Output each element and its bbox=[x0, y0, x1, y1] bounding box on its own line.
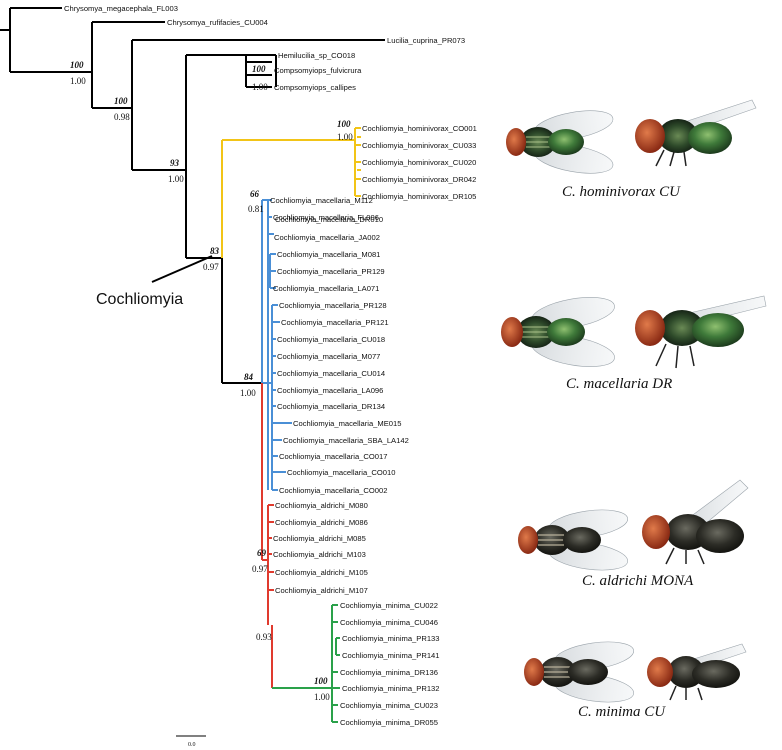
tip-label: Cochliomyia_macellaria_PR121 bbox=[281, 318, 389, 327]
bootstrap-value: 84 bbox=[244, 372, 254, 382]
outgroup-branches bbox=[0, 7, 385, 259]
scale-bar: 0.0 bbox=[176, 735, 206, 748]
tip-label: Cochliomyia_macellaria_CU018 bbox=[277, 335, 385, 344]
fly-photo-hominivorax-lateral bbox=[635, 99, 757, 167]
tip-label: Cochliomyia_macellaria_FL006 bbox=[273, 213, 379, 222]
tip-label: Cochliomyia_minima_PR132 bbox=[342, 684, 440, 693]
tip-label: Cochliomyia_minima_DR136 bbox=[340, 668, 438, 677]
tip-label: Cochliomyia_aldrichi_M103 bbox=[273, 550, 366, 559]
tip-label: Compsomyiops_callipes bbox=[274, 83, 356, 92]
tip-label: Cochliomyia_macellaria_DR010 bbox=[275, 215, 383, 224]
fly-photo-aldrichi-dorsal bbox=[518, 509, 628, 571]
hominivorax-branches bbox=[354, 127, 361, 171]
photo-caption-minima: C. minima CU bbox=[578, 704, 666, 720]
fly-photo-macellaria-dorsal bbox=[501, 297, 615, 367]
tip-label: Cochliomyia_macellaria_JA002 bbox=[274, 233, 380, 242]
tip-label: Cochliomyia_minima_DR055 bbox=[340, 718, 438, 727]
posterior-value: 0.97 bbox=[252, 564, 268, 574]
tip-label: Cochliomyia_macellaria_LA096 bbox=[277, 386, 383, 395]
tip-label: Cochliomyia_macellaria_ME015 bbox=[293, 419, 401, 428]
outgroup-tip-labels: Chrysomya_megacephala_FL003 Chrysomya_ru… bbox=[64, 4, 465, 92]
tip-label: Cochliomyia_macellaria_M112 bbox=[270, 196, 373, 205]
tip-label: Cochliomyia_macellaria_PR129 bbox=[277, 267, 385, 276]
hominivorax-branches-lower bbox=[354, 170, 361, 197]
posterior-value: 1.00 bbox=[252, 82, 268, 92]
photo-caption-macellaria: C. macellaria DR bbox=[566, 376, 672, 392]
tip-label: Hemilucilia_sp_CO018 bbox=[278, 51, 355, 60]
bootstrap-value: 100 bbox=[337, 119, 351, 129]
tip-label: Cochliomyia_aldrichi_M105 bbox=[275, 568, 368, 577]
posterior-value: 0.97 bbox=[203, 262, 219, 272]
tip-label: Cochliomyia_macellaria_CU014 bbox=[277, 369, 385, 378]
tip-label: Cochliomyia_minima_PR141 bbox=[342, 651, 440, 660]
tip-label: Cochliomyia_macellaria_SBA_LA142 bbox=[283, 436, 409, 445]
minima-tip-labels: Cochliomyia_minima_CU022 Cochliomyia_min… bbox=[340, 601, 440, 727]
posterior-value: 1.00 bbox=[314, 692, 330, 702]
bootstrap-value: 100 bbox=[252, 64, 266, 74]
tip-label: Compsomyiops_fulvicrura bbox=[274, 66, 362, 75]
posterior-value: 0.93 bbox=[256, 632, 272, 642]
bootstrap-value: 93 bbox=[170, 158, 180, 168]
fly-photo-macellaria-lateral bbox=[635, 295, 767, 369]
tip-label: Cochliomyia_macellaria_M081 bbox=[277, 250, 380, 259]
posterior-value: 1.00 bbox=[70, 76, 86, 86]
posterior-value: 1.00 bbox=[168, 174, 184, 184]
minima-branches bbox=[271, 604, 340, 723]
tip-label: Cochliomyia_macellaria_DR134 bbox=[277, 402, 385, 411]
tip-label: Cochliomyia_hominivorax_CU020 bbox=[362, 158, 476, 167]
bootstrap-value: 100 bbox=[70, 60, 84, 70]
clade-label-cochliomyia: Cochliomyia bbox=[96, 291, 183, 308]
tip-label: Cochliomyia_hominivorax_DR105 bbox=[362, 192, 476, 201]
macellaria-branches bbox=[261, 199, 292, 491]
tip-label: Cochliomyia_macellaria_M077 bbox=[277, 352, 380, 361]
bootstrap-value: 100 bbox=[114, 96, 128, 106]
scale-bar-label: 0.0 bbox=[188, 742, 196, 748]
tip-label: Cochliomyia_minima_PR133 bbox=[342, 634, 440, 643]
tip-label: Cochliomyia_minima_CU022 bbox=[340, 601, 438, 610]
bootstrap-value: 83 bbox=[210, 246, 220, 256]
tip-label: Cochliomyia_hominivorax_DR042 bbox=[362, 175, 476, 184]
tip-label: Chrysomya_rufifacies_CU004 bbox=[167, 18, 268, 27]
macellaria-tip-labels: Cochliomyia_macellaria_M112 Cochliomyia_… bbox=[270, 196, 409, 495]
cochliomyia-backbone bbox=[221, 139, 355, 384]
hominivorax-tip-labels: Cochliomyia_hominivorax_CO001 Cochliomyi… bbox=[362, 124, 477, 201]
posterior-value: 1.00 bbox=[240, 388, 256, 398]
bootstrap-value: 69 bbox=[257, 548, 267, 558]
node-support-values: 100 1.00 100 1.00 100 0.98 93 1.00 100 1… bbox=[70, 60, 353, 702]
bootstrap-value: 100 bbox=[314, 676, 328, 686]
tip-label: Cochliomyia_minima_CU023 bbox=[340, 701, 438, 710]
tip-label: Lucilia_cuprina_PR073 bbox=[387, 36, 465, 45]
fly-photo-hominivorax-dorsal bbox=[506, 110, 614, 174]
posterior-value: 0.81 bbox=[248, 204, 264, 214]
photo-caption-aldrichi: C. aldrichi MONA bbox=[582, 573, 694, 589]
tip-label: Cochliomyia_aldrichi_M085 bbox=[273, 534, 366, 543]
photo-caption-hominivorax: C. hominivorax CU bbox=[562, 184, 681, 200]
tip-label: Chrysomya_megacephala_FL003 bbox=[64, 4, 178, 13]
tip-label: Cochliomyia_minima_CU046 bbox=[340, 618, 438, 627]
fly-photo-aldrichi-lateral bbox=[642, 479, 749, 565]
aldrichi-tip-labels: Cochliomyia_aldrichi_M080 Cochliomyia_al… bbox=[273, 501, 368, 595]
tip-label: Cochliomyia_hominivorax_CO001 bbox=[362, 124, 477, 133]
posterior-value: 0.98 bbox=[114, 112, 130, 122]
tip-label: Cochliomyia_macellaria_LA071 bbox=[273, 284, 379, 293]
aldrichi-branches bbox=[261, 383, 274, 625]
tip-label: Cochliomyia_aldrichi_M086 bbox=[275, 518, 368, 527]
fly-photo-minima-lateral bbox=[647, 643, 747, 701]
tip-label: Cochliomyia_macellaria_CO010 bbox=[287, 468, 395, 477]
tip-label: Cochliomyia_hominivorax_CU033 bbox=[362, 141, 476, 150]
tip-label: Cochliomyia_macellaria_CO017 bbox=[279, 452, 387, 461]
fly-photo-minima-dorsal bbox=[524, 641, 634, 703]
tip-label: Cochliomyia_aldrichi_M107 bbox=[275, 586, 368, 595]
tip-label: Cochliomyia_macellaria_PR128 bbox=[279, 301, 387, 310]
tip-label: Cochliomyia_macellaria_CO002 bbox=[279, 486, 387, 495]
clade-pointer bbox=[151, 255, 213, 283]
bootstrap-value: 66 bbox=[250, 189, 260, 199]
posterior-value: 1.00 bbox=[337, 132, 353, 142]
tip-label: Cochliomyia_aldrichi_M080 bbox=[275, 501, 368, 510]
